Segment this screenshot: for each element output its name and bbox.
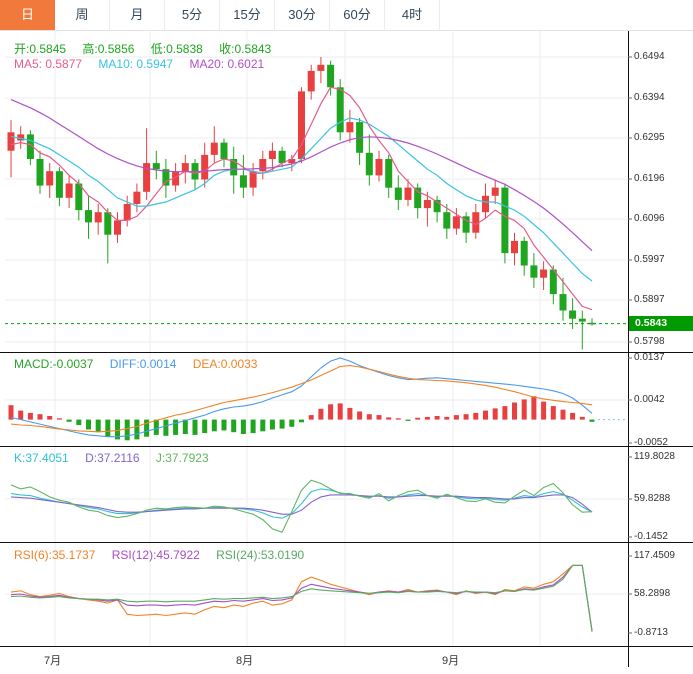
tab-4hour[interactable]: 4时: [385, 0, 440, 30]
macd-axis-label: 0.0137: [634, 352, 665, 363]
macd-axis-label: 0.0042: [634, 394, 665, 405]
ohlc-open: 开:0.5845: [14, 42, 67, 56]
ma-readout: MA5: 0.5877 MA10: 0.5947 MA20: 0.6021: [14, 57, 277, 71]
ohlc-low: 低:0.5838: [150, 42, 203, 56]
diff-value: DIFF:0.0014: [109, 357, 177, 371]
d-value: D:37.2116: [85, 451, 140, 465]
price-axis-label: 0.6096: [634, 213, 665, 224]
tab-day[interactable]: 日: [0, 0, 55, 30]
rsi-axis-label: 117.4509: [634, 550, 675, 561]
rsi24-value: RSI(24):53.0190: [216, 548, 305, 562]
rsi6-value: RSI(6):35.1737: [14, 548, 96, 562]
current-price-badge: 0.5843: [629, 316, 693, 331]
ohlc-readout: 开:0.5845 高:0.5856 低:0.5838 收:0.5843: [14, 40, 284, 57]
ma5-value: MA5: 0.5877: [14, 57, 83, 71]
main-candlestick-panel[interactable]: [0, 31, 628, 352]
macd-value: MACD:-0.0037: [14, 357, 94, 371]
price-axis-label: 0.5798: [634, 336, 665, 347]
kdj-axis-label: 59.8288: [634, 493, 671, 504]
ma10-value: MA10: 0.5947: [98, 57, 174, 71]
price-axis-label: 0.5997: [634, 254, 665, 265]
price-axis-label: 0.6295: [634, 132, 665, 143]
macd-readout: MACD:-0.0037 DIFF:0.0014 DEA:0.0033: [14, 357, 270, 371]
ma20-value: MA20: 0.6021: [189, 57, 265, 71]
price-axis-label: 0.6394: [634, 92, 665, 103]
month-label-september: 9月: [442, 655, 460, 667]
ohlc-high: 高:0.5856: [82, 42, 135, 56]
rsi-readout: RSI(6):35.1737 RSI(12):45.7922 RSI(24):5…: [14, 548, 317, 562]
kdj-readout: K:37.4051 D:37.2116 J:37.7923: [14, 451, 222, 465]
tab-30min[interactable]: 30分: [275, 0, 330, 30]
k-value: K:37.4051: [14, 451, 69, 465]
price-axis-label: 0.6196: [634, 173, 665, 184]
rsi12-value: RSI(12):45.7922: [111, 548, 200, 562]
month-label-august: 8月: [236, 655, 254, 667]
price-axis-label: 0.5897: [634, 294, 665, 305]
timeframe-tabbar: 日 周 月 5分 15分 30分 60分 4时: [0, 0, 693, 31]
kdj-axis-label: -0.1452: [634, 531, 668, 542]
tab-5min[interactable]: 5分: [165, 0, 220, 30]
tab-60min[interactable]: 60分: [330, 0, 385, 30]
ohlc-close: 收:0.5843: [219, 42, 272, 56]
macd-axis-label: -0.0052: [634, 437, 668, 448]
j-value: J:37.7923: [155, 451, 209, 465]
month-label-july: 7月: [44, 655, 62, 667]
tab-week[interactable]: 周: [55, 0, 110, 30]
tab-month[interactable]: 月: [110, 0, 165, 30]
dea-value: DEA:0.0033: [192, 357, 258, 371]
rsi-axis-label: -0.8713: [634, 627, 668, 638]
rsi-axis-label: 58.2898: [634, 588, 671, 599]
price-axis-label: 0.6494: [634, 51, 665, 62]
tab-15min[interactable]: 15分: [220, 0, 275, 30]
kdj-axis-label: 119.8028: [634, 451, 675, 462]
